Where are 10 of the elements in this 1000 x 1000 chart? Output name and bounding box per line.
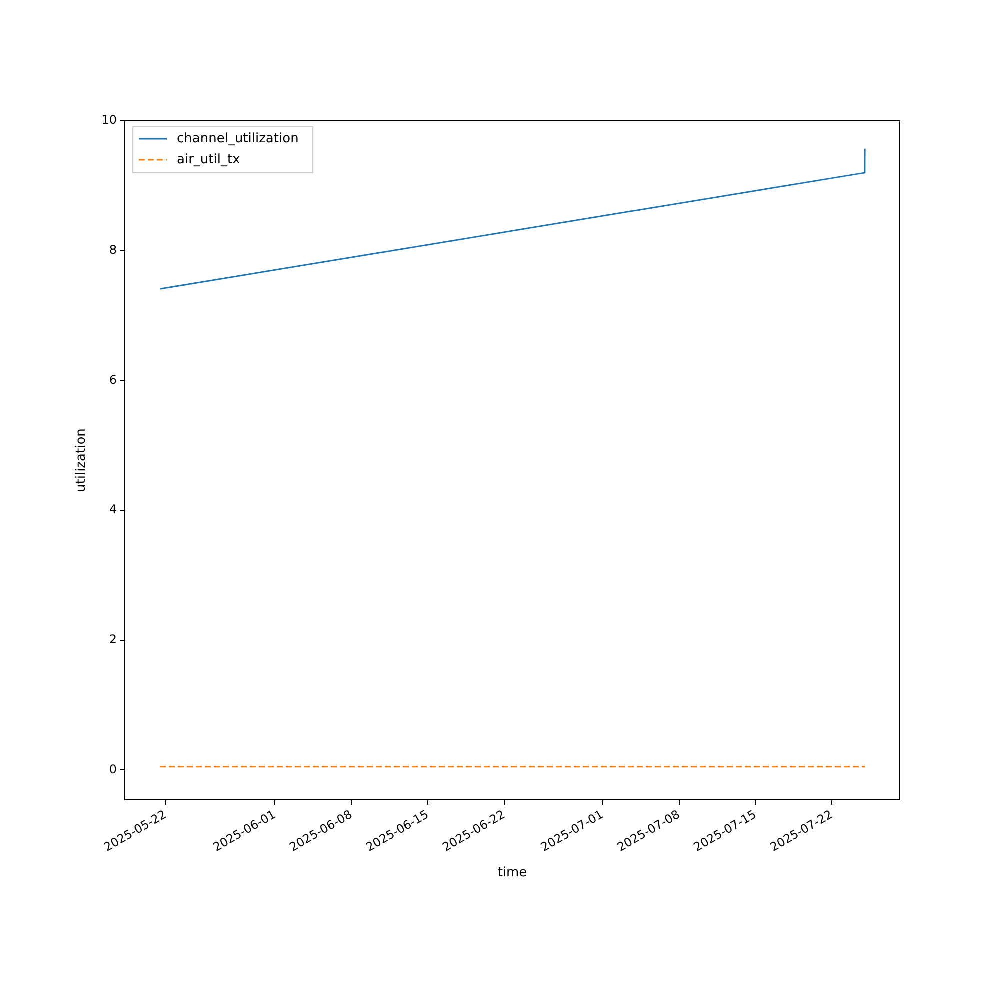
- legend-label: channel_utilization: [177, 131, 299, 146]
- y-tick-label: 10: [102, 113, 117, 128]
- y-tick-label: 0: [109, 762, 117, 776]
- y-axis-title: utilization: [74, 428, 90, 492]
- x-axis-title: time: [498, 866, 528, 881]
- y-tick-label: 6: [109, 372, 117, 387]
- y-tick-label: 2: [109, 632, 117, 646]
- y-tick-label: 4: [109, 502, 117, 517]
- y-tick-label: 8: [109, 242, 117, 257]
- legend-label: air_util_tx: [177, 152, 241, 168]
